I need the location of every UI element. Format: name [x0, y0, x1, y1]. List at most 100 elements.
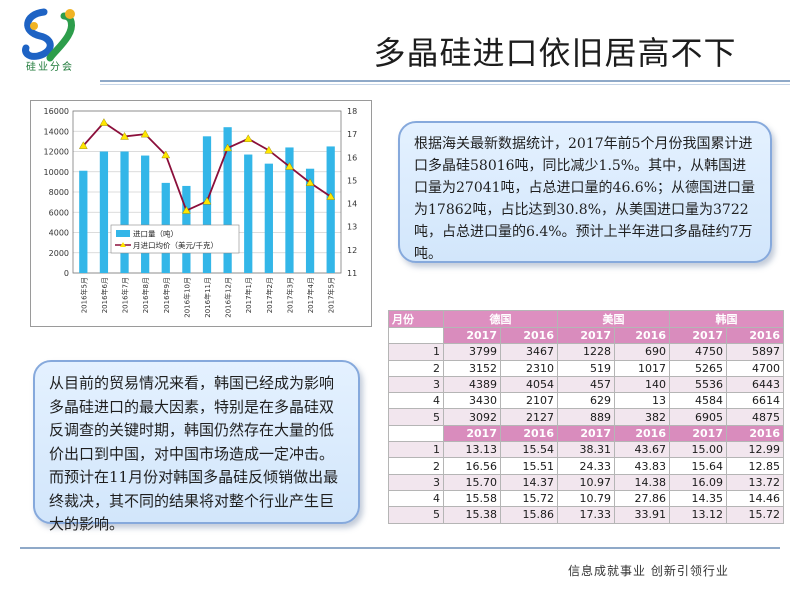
summary-bottom-text: 从目前的贸易情况来看，韩国已经成为影响多晶硅进口的最大因素，特别是在多晶硅双反调…: [49, 374, 339, 533]
table-year-header: 2016: [726, 424, 784, 443]
table-value-cell: 15.72: [726, 506, 784, 524]
logo-caption: 硅业分会: [26, 62, 74, 73]
table-value-cell: 10.79: [557, 489, 615, 508]
y2-tick-label: 14: [347, 200, 357, 209]
table-month-cell: 4: [388, 392, 444, 410]
table-row: 4 15.58 15.72 10.79 27.86 14.35 14.46: [388, 489, 784, 508]
table-month-cell: 3: [388, 375, 444, 394]
table-year-header: 2017: [443, 424, 501, 443]
footer-slogan: 信息成就事业 创新引领行业: [568, 564, 729, 578]
legend-swatch-bar: [116, 230, 130, 237]
table-year-header: 2017: [443, 326, 501, 345]
table-year-header: 2017: [557, 424, 615, 443]
price-point: [120, 132, 129, 140]
x-tick-label: 2016年5月: [79, 277, 88, 313]
table-value-cell: 43.83: [614, 457, 670, 475]
table-year-header: 2016: [500, 424, 558, 443]
table-value-cell: 15.86: [500, 506, 558, 524]
y2-tick-label: 16: [347, 153, 357, 162]
table-value-cell: 10.97: [557, 473, 615, 491]
table-value-cell: 382: [614, 408, 670, 426]
legend-swatch-marker: [120, 242, 126, 247]
title-divider: [100, 80, 790, 82]
y-tick-label: 14000: [44, 127, 69, 136]
footer-divider: [20, 547, 780, 549]
table-year-header: 2017: [669, 424, 727, 443]
bar: [202, 136, 212, 273]
table-value-cell: 15.58: [443, 489, 501, 508]
table-value-cell: 2127: [500, 408, 558, 426]
table-value-cell: 16.56: [443, 457, 501, 475]
price-point: [243, 134, 253, 142]
table-value-cell: 38.31: [557, 441, 615, 459]
y-tick-label: 10000: [44, 168, 69, 177]
table-country-header: 韩国: [669, 310, 784, 328]
x-tick-label: 2017年5月: [327, 277, 336, 313]
table-header-countries: 月份 德国 美国 韩国: [388, 310, 784, 328]
table-value-cell: 519: [557, 359, 615, 377]
table-value-cell: 6614: [726, 392, 784, 410]
price-point: [202, 196, 212, 205]
table-value-cell: 13.13: [443, 441, 501, 459]
table-value-cell: 16.09: [669, 473, 727, 491]
y-tick-label: 4000: [49, 229, 69, 238]
table-value-cell: 4389: [443, 375, 501, 394]
table-value-cell: 15.38: [443, 506, 501, 524]
x-tick-label: 2016年10月: [182, 277, 191, 318]
legend-box: [110, 224, 240, 254]
table-value-cell: 27.86: [614, 489, 670, 508]
price-point: [182, 206, 191, 214]
table-month-cell: 5: [388, 506, 444, 524]
table-year-header: 2016: [726, 326, 784, 345]
table-row: 3 4389 4054 457 140 5536 6443: [388, 375, 784, 394]
table-value-cell: 6443: [726, 375, 784, 394]
table-row: 2 16.56 15.51 24.33 43.83 15.64 12.85: [388, 457, 784, 475]
bar: [99, 151, 109, 273]
table-value-cell: 4750: [669, 343, 727, 361]
bar: [285, 147, 294, 273]
y2-tick-label: 17: [347, 130, 357, 139]
bar: [223, 127, 232, 273]
table-month-cell: 1: [388, 343, 444, 361]
table-value-cell: 4875: [726, 408, 784, 426]
table-value-cell: 14.38: [614, 473, 670, 491]
table-month-cell: 3: [388, 473, 444, 491]
summary-card-bottom: 从目前的贸易情况来看，韩国已经成为影响多晶硅进口的最大因素，特别是在多晶硅双反调…: [33, 360, 360, 533]
table-value-cell: 889: [557, 408, 615, 426]
table-year-header: 2016: [614, 326, 670, 345]
table-value-cell: 33.91: [614, 506, 670, 524]
price-point: [326, 192, 336, 200]
table-value-cell: 5897: [726, 343, 784, 361]
table-value-cell: 1228: [557, 343, 615, 361]
table-row: 5 15.38 15.86 17.33 33.91 13.12 15.72: [388, 506, 784, 524]
table-value-cell: 140: [614, 375, 670, 394]
x-tick-label: 2017年1月: [244, 277, 253, 313]
table-month-cell: 2: [388, 359, 444, 377]
table-value-cell: 3430: [443, 392, 501, 410]
table-row: 5 3092 2127 889 382 6905 4875: [388, 408, 784, 426]
table-country-header: 德国: [443, 310, 558, 328]
table-value-cell: 24.33: [557, 457, 615, 475]
x-tick-label: 2016年9月: [162, 277, 171, 313]
summary-card-top: 根据海关最新数据统计，2017年前5个月份我国累计进口多晶硅58016吨，同比减…: [398, 121, 772, 263]
table-value-cell: 3152: [443, 359, 501, 377]
price-point: [78, 141, 88, 149]
table-value-cell: 15.00: [669, 441, 727, 459]
y2-tick-label: 18: [347, 107, 357, 116]
table-value-cell: 3092: [443, 408, 501, 426]
table-value-cell: 13: [614, 392, 670, 410]
table-value-cell: 2107: [500, 392, 558, 410]
table-value-cell: 12.99: [726, 441, 784, 459]
table-value-cell: 1017: [614, 359, 670, 377]
table-value-cell: 3799: [443, 343, 501, 361]
table-year-header: 2017: [669, 326, 727, 345]
y-tick-label: 0: [64, 269, 69, 278]
y-tick-label: 8000: [49, 188, 69, 197]
table-value-cell: 14.35: [669, 489, 727, 508]
table-value-cell: 5265: [669, 359, 727, 377]
table-value-cell: 14.46: [726, 489, 784, 508]
table-value-cell: 4700: [726, 359, 784, 377]
summary-top-text: 根据海关最新数据统计，2017年前5个月份我国累计进口多晶硅58016吨，同比减…: [414, 136, 756, 262]
table-value-cell: 3467: [500, 343, 558, 361]
table-year-spacer: [388, 326, 444, 345]
